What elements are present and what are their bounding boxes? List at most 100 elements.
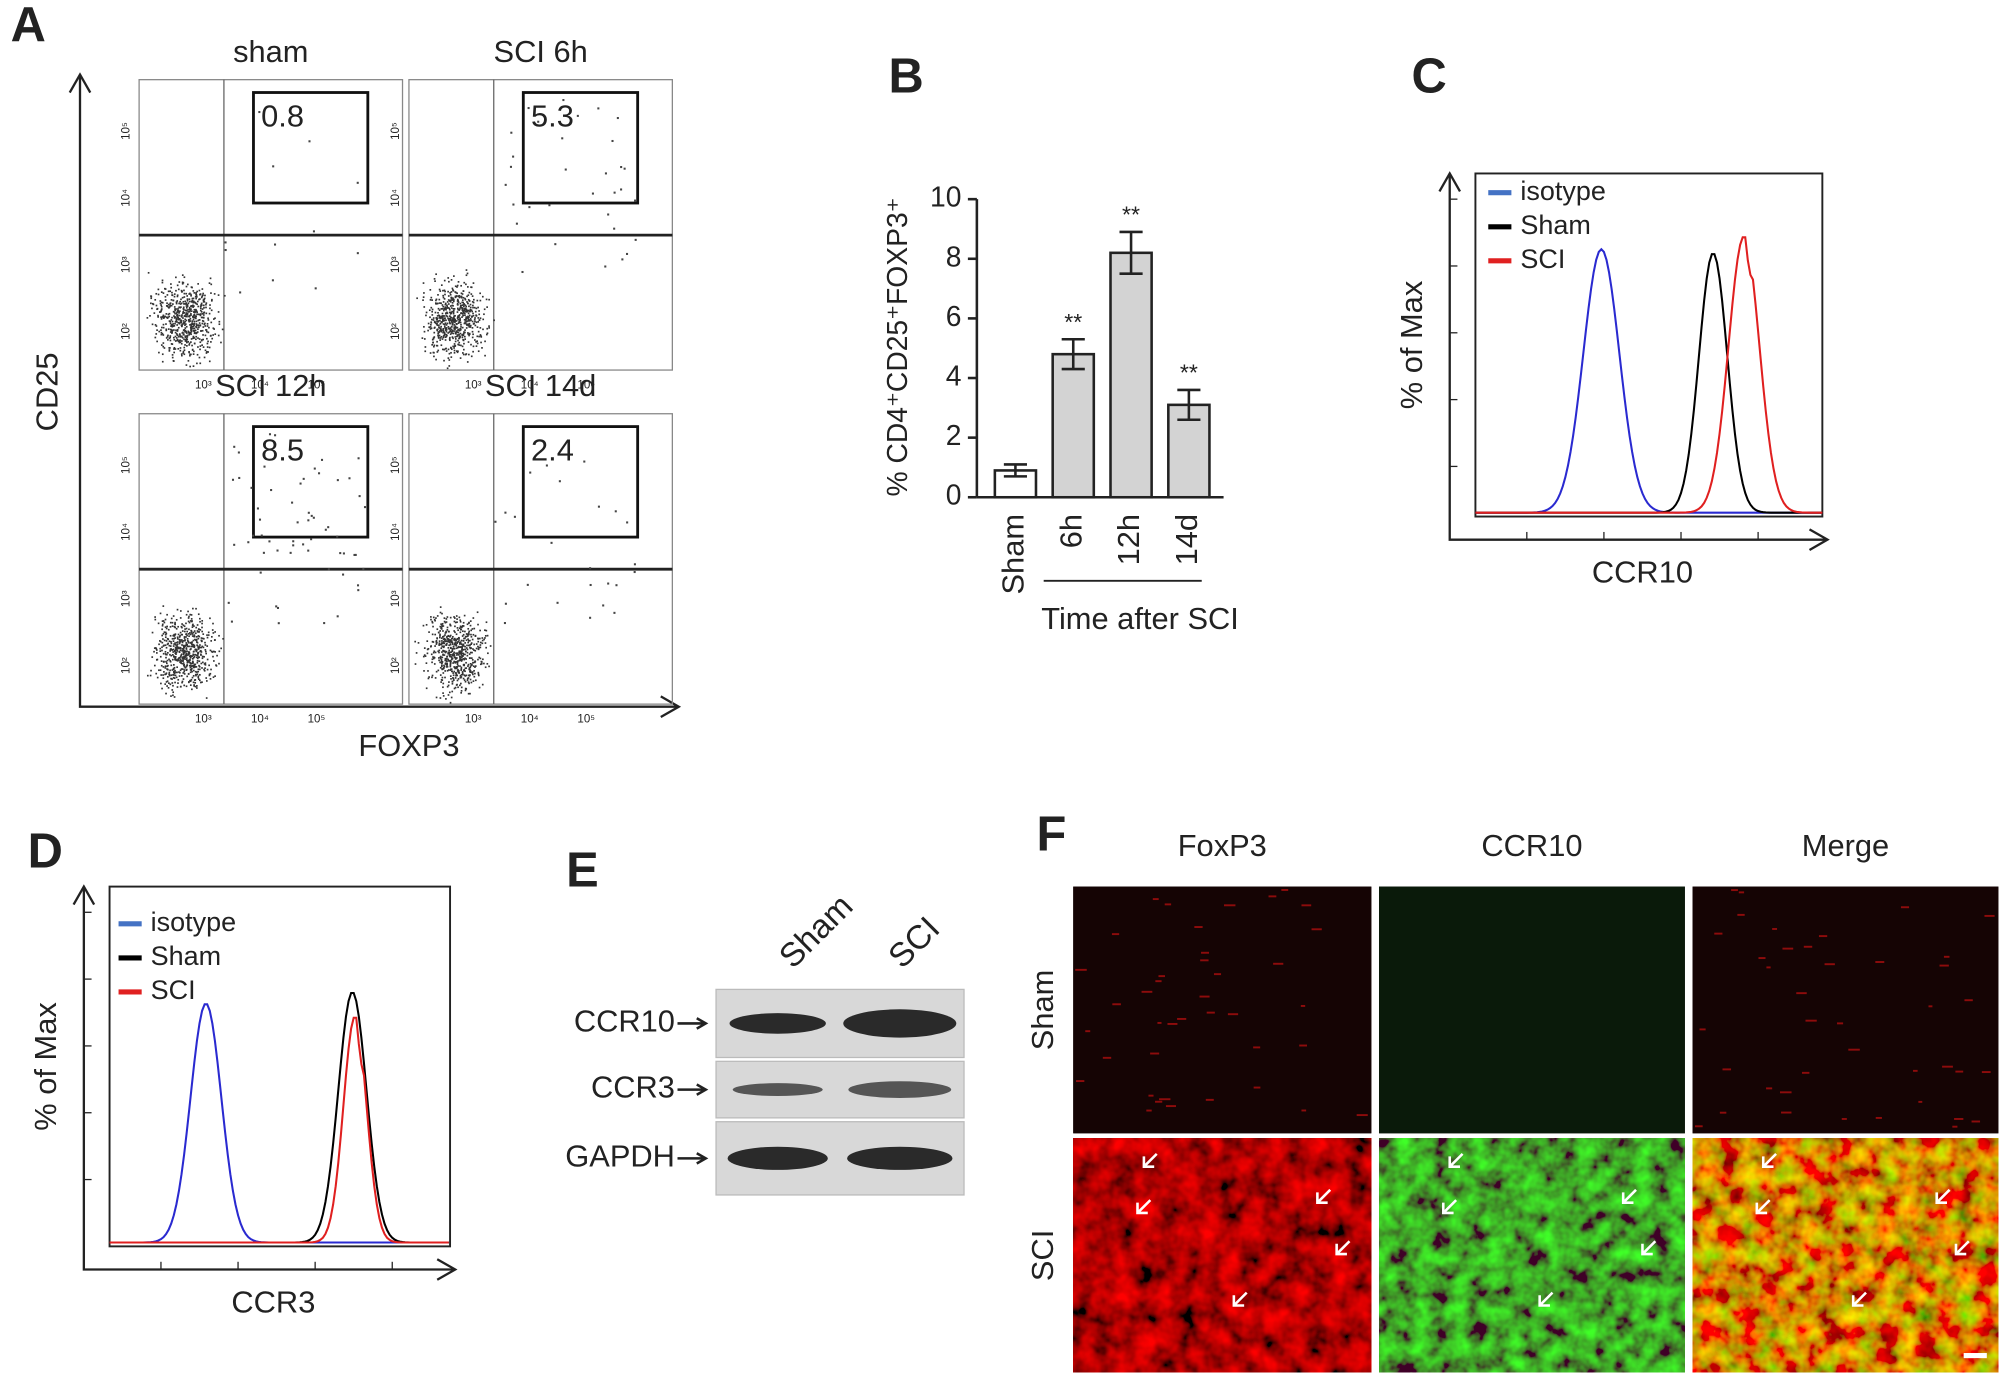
dot (468, 674, 470, 677)
speck (1722, 1068, 1732, 1071)
dot (454, 338, 457, 340)
dot (166, 685, 168, 687)
dot (160, 344, 163, 346)
dot (444, 306, 447, 308)
dot (455, 661, 457, 663)
dot (562, 99, 565, 102)
dot (439, 611, 442, 614)
dot (460, 673, 463, 676)
dot (466, 301, 468, 303)
dot (183, 663, 185, 666)
dot (185, 306, 188, 309)
dot (458, 329, 461, 332)
dot (467, 681, 470, 684)
dot (167, 334, 169, 337)
dot (556, 601, 559, 604)
dot (589, 583, 592, 587)
dot (448, 635, 450, 638)
dot (451, 301, 454, 304)
dot (440, 662, 443, 664)
dot (456, 657, 458, 659)
dot (186, 299, 189, 302)
dot (310, 514, 313, 517)
dot (444, 638, 447, 641)
dot (439, 657, 442, 660)
legend-label: SCI (1520, 244, 1565, 274)
dot (468, 334, 470, 337)
dot (165, 323, 167, 325)
dot (197, 668, 200, 671)
dot (161, 332, 164, 335)
dot (448, 311, 451, 314)
dot (440, 284, 443, 287)
dot (210, 309, 213, 312)
dot (185, 636, 187, 638)
dot (464, 653, 466, 656)
dot (193, 635, 196, 638)
dot (561, 137, 564, 140)
dot (151, 656, 154, 658)
dot (460, 651, 463, 654)
dot (178, 651, 181, 653)
dot (192, 315, 195, 317)
dot (466, 679, 469, 682)
dot (449, 639, 452, 641)
dot (175, 676, 178, 679)
dot (437, 332, 440, 335)
dot (453, 327, 456, 330)
dot (470, 355, 473, 358)
dot (464, 667, 467, 670)
dot (450, 668, 453, 671)
dot (185, 303, 188, 305)
dot (149, 314, 151, 317)
speck (1875, 1116, 1882, 1119)
dot (146, 674, 149, 677)
dot (210, 650, 213, 653)
dot (461, 334, 464, 337)
dot (550, 541, 553, 544)
dot (440, 659, 443, 661)
dot (153, 312, 156, 314)
dot (162, 314, 165, 317)
dot (448, 321, 451, 324)
dot (196, 331, 199, 333)
dot (455, 647, 458, 650)
dot (464, 329, 466, 331)
dot (443, 315, 446, 317)
dot (614, 510, 617, 513)
dot (458, 655, 461, 658)
axis (82, 886, 456, 1271)
dot (268, 540, 271, 543)
dot (184, 318, 187, 321)
arrowhead (72, 884, 96, 906)
dot (459, 684, 461, 687)
dot (461, 312, 464, 315)
histogram-curve (109, 1016, 449, 1244)
arrowhead (68, 72, 92, 94)
dot (203, 297, 206, 300)
dot (442, 336, 445, 339)
dot (173, 666, 176, 669)
dot (440, 647, 443, 650)
dot (263, 465, 266, 468)
dot (181, 641, 184, 644)
dot (184, 323, 187, 325)
dot (527, 107, 530, 110)
dot (214, 651, 216, 653)
plot-title: SCI 6h (494, 34, 588, 69)
dot (196, 644, 198, 647)
dot (460, 660, 463, 662)
dot (180, 324, 183, 327)
dot (450, 317, 453, 319)
dot (182, 640, 185, 642)
dot (188, 342, 191, 345)
dot (174, 681, 176, 684)
dot (174, 649, 176, 652)
dot (454, 320, 456, 322)
dot (460, 284, 462, 287)
dot (193, 656, 196, 658)
dot (429, 328, 432, 330)
dot (205, 697, 208, 699)
dot (179, 647, 181, 650)
dot (191, 624, 194, 627)
